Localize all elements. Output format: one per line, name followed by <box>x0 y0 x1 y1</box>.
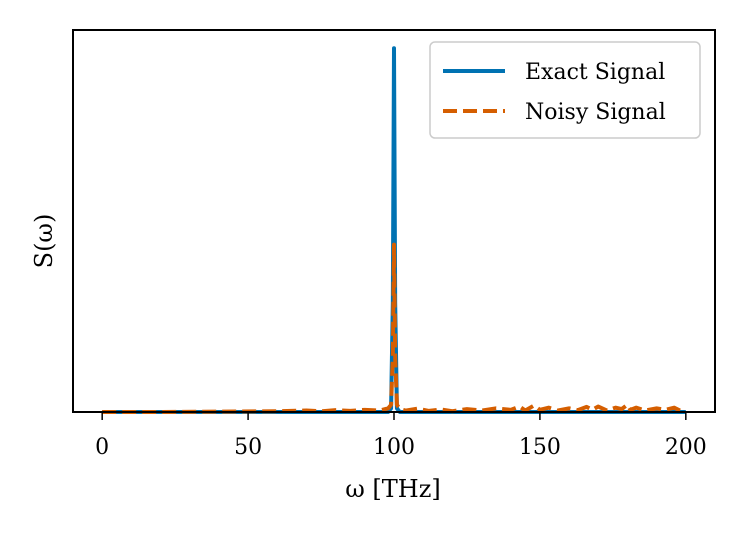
x-tick-label: 50 <box>234 435 262 460</box>
legend: Exact Signal Noisy Signal <box>429 41 701 139</box>
legend-label-noisy: Noisy Signal <box>525 100 666 125</box>
x-ticks: 0 50 100 150 200 <box>95 412 707 460</box>
legend-label-exact: Exact Signal <box>525 60 665 85</box>
series-layer <box>102 46 687 414</box>
x-axis-label: ω [THz] <box>345 475 441 503</box>
x-tick-label: 150 <box>519 435 561 460</box>
legend-frame <box>429 41 701 139</box>
series-line-noisy <box>102 242 687 414</box>
series-line-exact <box>102 46 686 414</box>
x-tick-label: 200 <box>665 435 707 460</box>
x-tick-label: 0 <box>95 435 109 460</box>
y-axis-label: S(ω) <box>30 214 58 269</box>
x-tick-label: 100 <box>373 435 415 460</box>
